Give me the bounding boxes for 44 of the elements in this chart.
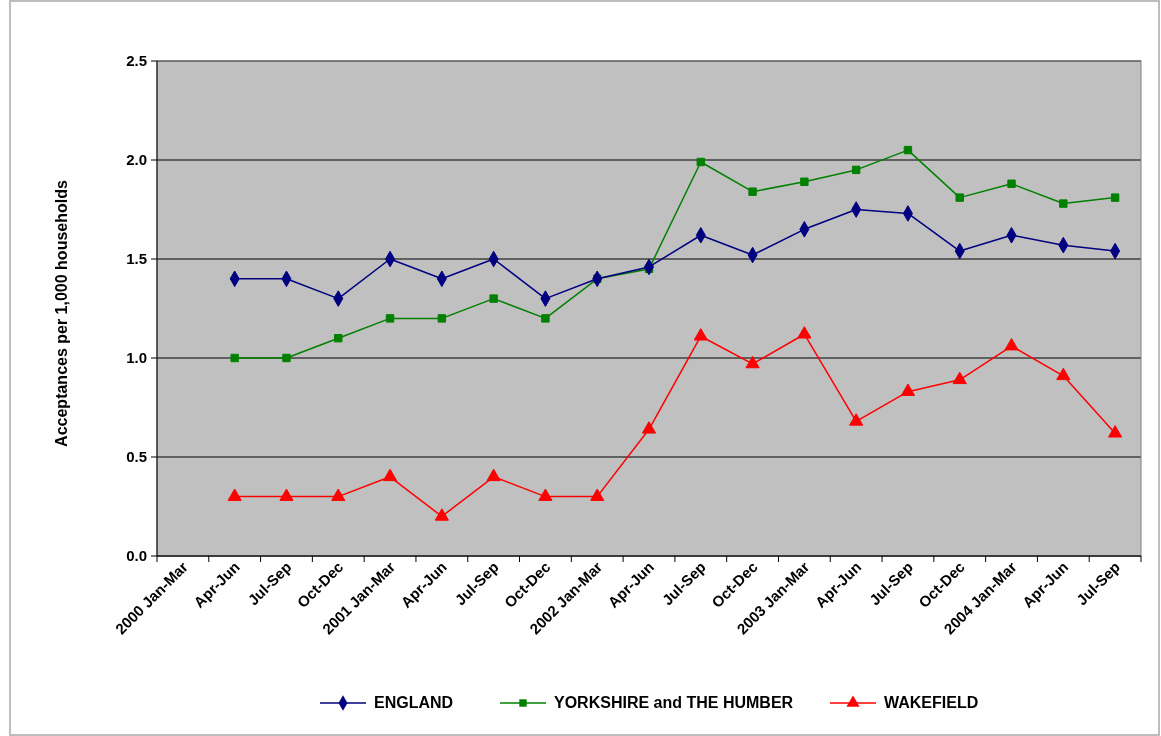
point: [851, 165, 861, 175]
point: [955, 193, 964, 202]
point: [227, 488, 242, 501]
point: [696, 157, 705, 167]
point: [1110, 193, 1120, 202]
point: [385, 314, 395, 323]
point: [952, 371, 967, 385]
point: [334, 333, 343, 343]
point: [1059, 199, 1068, 208]
legend-label: WAKEFIELD: [884, 694, 979, 711]
point: [1007, 179, 1016, 188]
point: [590, 488, 605, 501]
point: [903, 145, 913, 155]
y-tick-label: 0.0: [126, 547, 147, 564]
point: [279, 488, 294, 501]
point: [1004, 338, 1019, 351]
y-tick-label: 2.0: [126, 151, 147, 168]
point: [849, 413, 864, 426]
point: [282, 353, 291, 363]
y-tick-label: 0.5: [126, 448, 147, 465]
point: [693, 328, 708, 341]
point: [382, 468, 398, 482]
point: [434, 508, 449, 521]
point: [797, 326, 812, 339]
point: [748, 187, 757, 196]
point: [541, 314, 550, 323]
point: [538, 488, 553, 501]
point: [1108, 425, 1123, 438]
y-tick-label: 2.5: [126, 52, 147, 69]
point: [331, 488, 346, 501]
y-tick-label: 1.5: [126, 250, 147, 267]
point: [486, 468, 501, 482]
legend-label: ENGLAND: [374, 694, 454, 711]
point: [489, 294, 498, 303]
legend-label: YORKSHIRE and THE HUMBER: [554, 694, 794, 711]
point: [230, 353, 239, 363]
point: [800, 177, 809, 186]
point: [1056, 367, 1071, 381]
point: [900, 383, 916, 396]
y-tick-label: 1.0: [126, 349, 147, 366]
y-axis-title: Acceptances per 1,000 households: [53, 180, 70, 447]
point: [437, 314, 447, 323]
point: [641, 421, 657, 434]
point: [745, 355, 760, 369]
